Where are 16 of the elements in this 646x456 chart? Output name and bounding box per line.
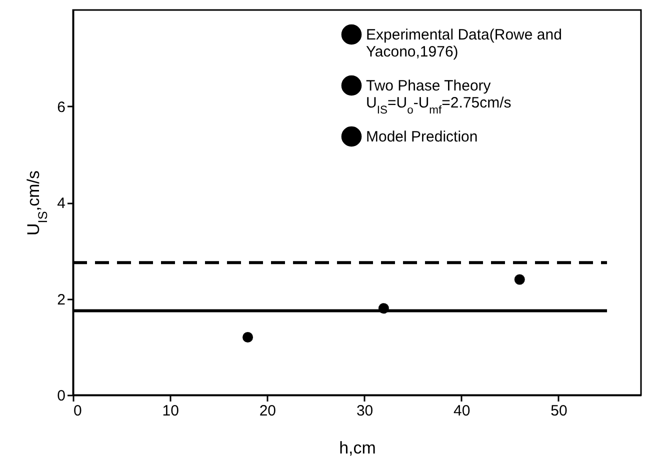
point bbox=[242, 332, 254, 342]
x-tick-label: 50 bbox=[550, 402, 568, 420]
legend-label: Experimental Data(Rowe and Yacono,1976) bbox=[366, 26, 562, 60]
point bbox=[514, 274, 525, 285]
y-tick-label: 0 bbox=[57, 388, 66, 404]
x-tick-label: 0 bbox=[74, 402, 82, 420]
x-tick-label: 20 bbox=[259, 402, 276, 420]
y-tick-label: 6 bbox=[57, 98, 66, 116]
y-tick-label: 2 bbox=[57, 291, 66, 308]
legend-label: Two Phase Theory U$_{IS}$=U$_{o}$-U$_{mf}$=2.75cm/s bbox=[366, 78, 512, 116]
x-axis-title: h,cm bbox=[339, 438, 376, 456]
x-tick-label: 40 bbox=[454, 402, 470, 420]
x-tick-label: 10 bbox=[162, 402, 179, 420]
legend-label: Model Prediction bbox=[366, 128, 478, 146]
y-tick-label: 4 bbox=[57, 195, 66, 212]
x-tick-label: 30 bbox=[356, 402, 374, 420]
